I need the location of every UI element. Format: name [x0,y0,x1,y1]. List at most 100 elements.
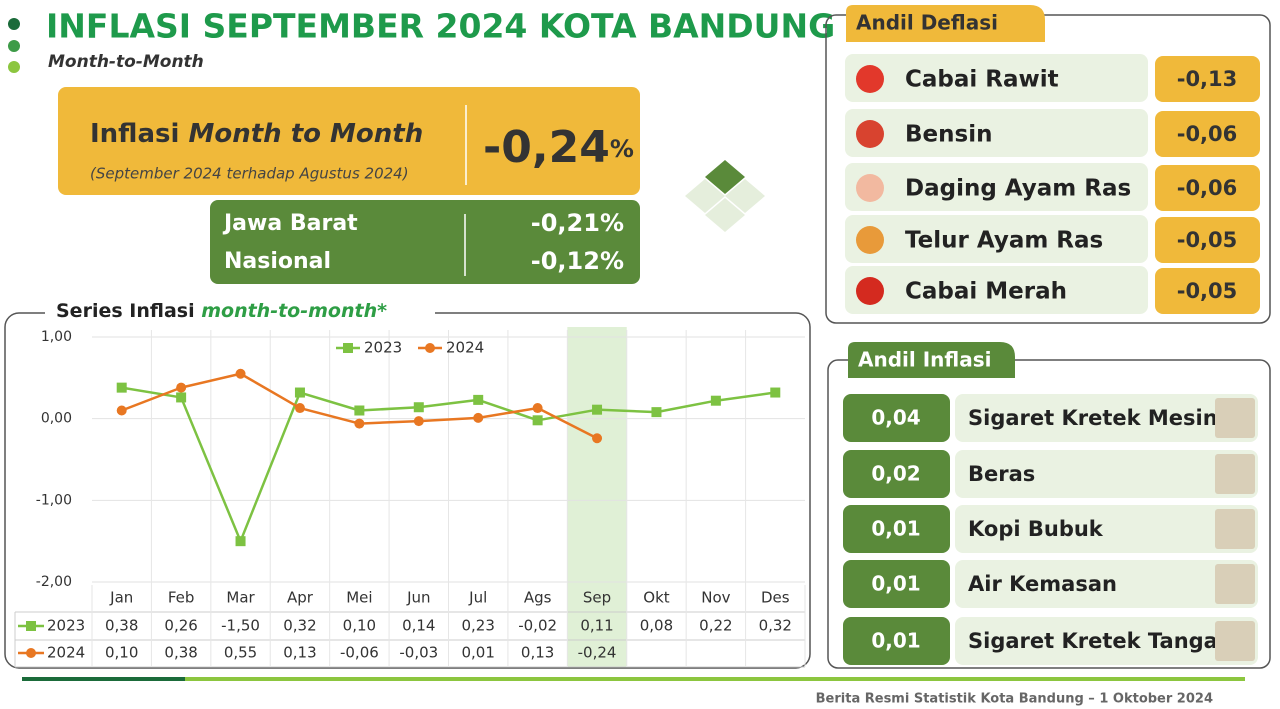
highlight-band [567,327,627,667]
item-value: 0,01 [871,572,920,596]
value-label: -0,24 [578,644,617,662]
item-value-bg [843,617,950,665]
item-value: 0,01 [871,629,920,653]
point [294,387,305,398]
point [592,433,603,444]
point [710,395,721,406]
dot [8,61,20,73]
ornament [705,198,745,232]
item-icon [856,65,884,93]
ornament [685,179,725,213]
page-title: INFLASI SEPTEMBER 2024 KOTA BANDUNG [46,7,835,46]
chart-title-em: month-to-month* [201,300,387,322]
item-value: -0,05 [1177,228,1238,252]
mtm-value: -0,24% [483,122,634,173]
item-value-bg [1155,56,1260,102]
value-label: 0,11 [580,617,613,635]
inflasi-tab [848,342,1015,378]
mtm-box [58,87,640,195]
item-name: Cabai Merah [905,279,1067,305]
x-tick-label: Nov [701,589,730,607]
item-icon [856,120,884,148]
item-value-bg [843,560,950,608]
item-value-bg [843,505,950,553]
chart-title: Series Inflasi month-to-month* [56,300,387,322]
x-tick-label: Mei [346,589,372,607]
point [770,387,781,398]
value-label: 0,26 [164,617,197,635]
deflasi-tab [846,5,1045,42]
subtitle: Month-to-Month [48,52,204,72]
item-value: -0,13 [1177,67,1238,91]
x-tick-label: Jul [468,589,487,607]
ornament [705,160,745,194]
value-label: 0,23 [462,617,495,635]
x-tick-label: Des [761,589,790,607]
x-tick-label: Okt [643,589,669,607]
value-label: 0,10 [343,617,376,635]
value-label: 0,32 [759,617,792,635]
x-tick-label: Feb [168,589,195,607]
item-bg [845,163,1148,211]
point [413,416,424,427]
item-name: Beras [968,462,1035,486]
item-name: Sigaret Kretek Mesin [968,406,1218,430]
row-label: 2023 [47,617,85,635]
point [294,403,305,414]
y-tick-label: -2,00 [36,574,72,590]
point [413,402,424,413]
row-key-marker [26,621,36,631]
dot [8,18,20,30]
deflasi-panel [825,14,1271,324]
item-icon [856,226,884,254]
item-icon [1215,398,1255,438]
footer: Berita Resmi Statistik Kota Bandung – 1 … [816,692,1213,707]
y-tick-label: 0,00 [41,411,72,427]
item-icon [856,277,884,305]
value-label: -0,06 [340,644,379,662]
point [235,536,246,547]
point [343,343,353,353]
x-tick-label: Sep [583,589,611,607]
ornament [725,179,765,213]
point [116,382,127,393]
point [473,412,484,423]
item-name: Kopi Bubuk [968,517,1104,541]
item-value: -0,05 [1177,279,1238,303]
value-label: 0,38 [105,617,138,635]
item-icon [1215,454,1255,494]
row-label: 2024 [47,644,85,662]
footer-line [185,677,1245,681]
item-bg [955,505,1258,553]
y-tick-label: 1,00 [41,329,72,345]
item-name: Bensin [905,122,992,148]
item-value-bg [1155,111,1260,157]
value-label: 0,22 [699,617,732,635]
item-value-bg [843,394,950,442]
value-label: 0,08 [640,617,673,635]
series-line [121,386,776,543]
point [354,418,365,429]
point [532,403,543,414]
item-name: Sigaret Kretek Tangan [968,629,1233,653]
item-bg [955,560,1258,608]
point [354,405,365,416]
value-label: -0,03 [399,644,438,662]
point [651,407,662,418]
inflasi-panel [827,359,1271,669]
item-value: 0,02 [871,462,920,486]
x-tick-label: Mar [226,589,255,607]
footer-line [22,677,185,681]
item-value: 0,01 [871,517,920,541]
item-icon [1215,621,1255,661]
mtm-label: Inflasi Month to Month [90,119,423,149]
value-label: -1,50 [221,617,260,635]
item-value-bg [1155,217,1260,263]
value-label: 0,13 [283,644,316,662]
mtm-label-text: Inflasi [90,119,179,149]
item-bg [845,54,1148,102]
row-key-marker [26,648,36,658]
item-icon [1215,509,1255,549]
item-icon [1215,564,1255,604]
chart-panel [4,312,811,669]
